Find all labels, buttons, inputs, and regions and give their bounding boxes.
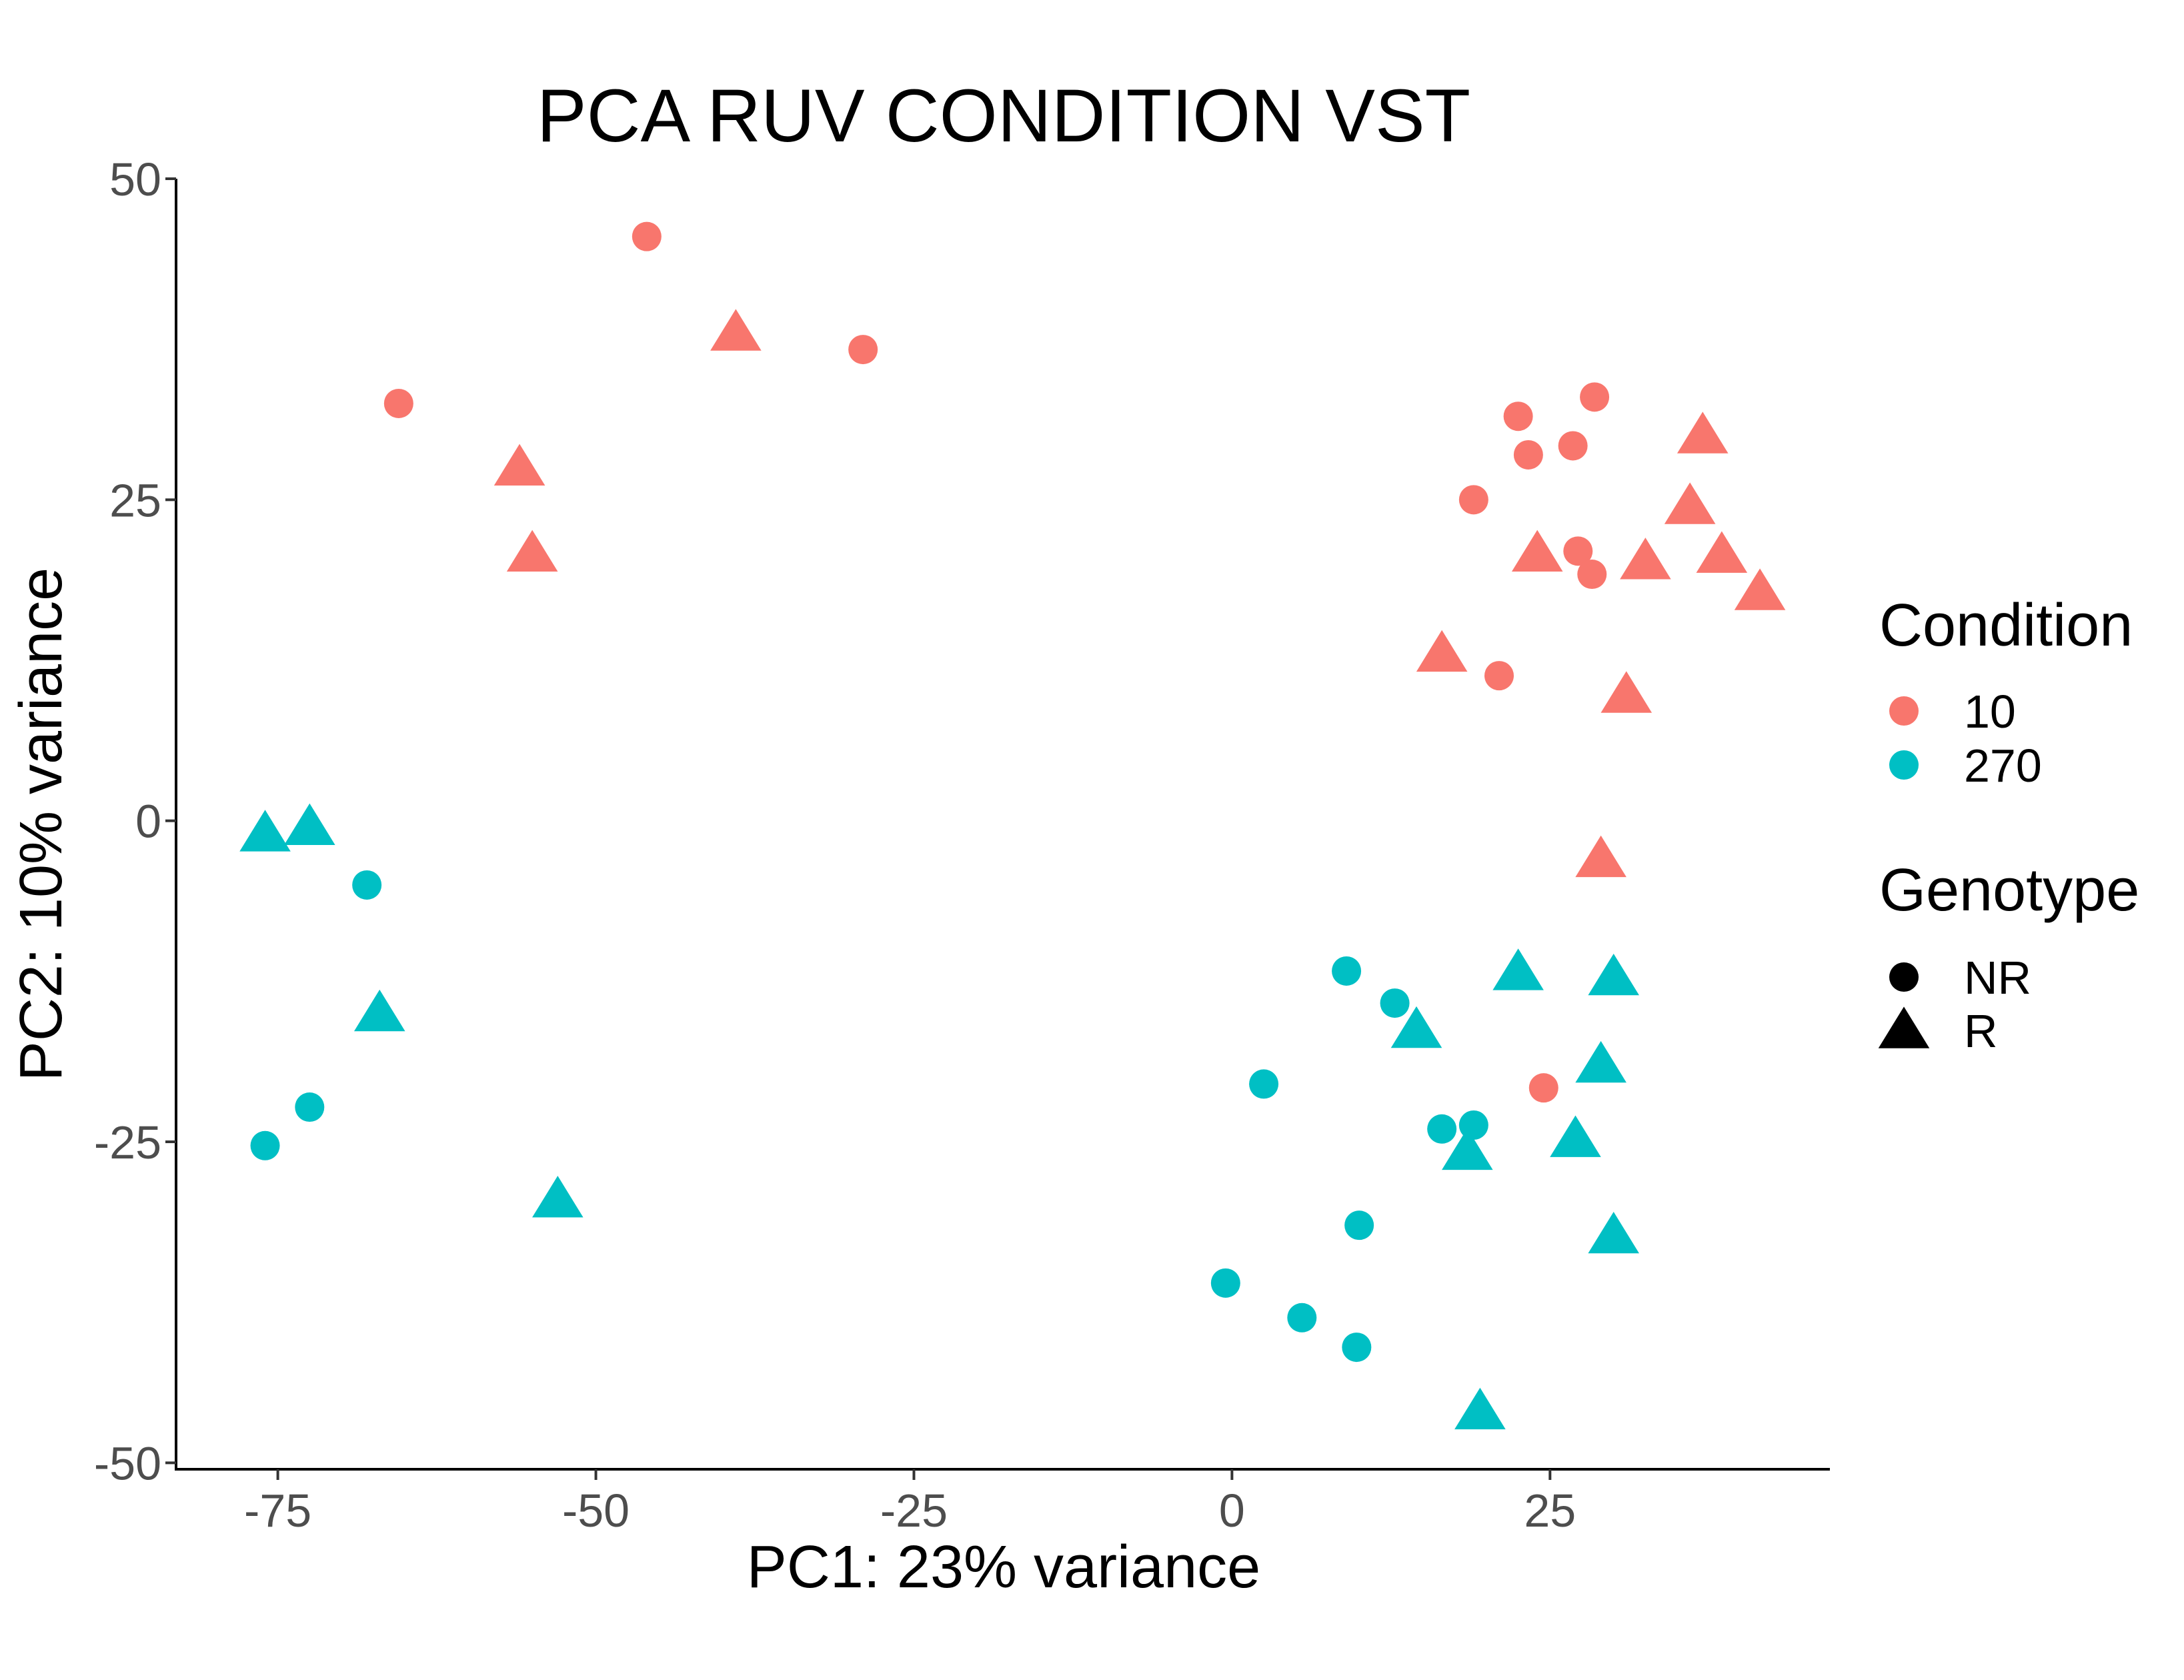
data-point-circle <box>1287 1303 1317 1333</box>
data-point-circle <box>1577 560 1607 590</box>
data-point-triangle <box>1600 671 1653 713</box>
data-point-circle <box>383 388 413 418</box>
data-point-circle <box>1380 988 1410 1018</box>
legend-label: 270 <box>1964 740 2042 792</box>
x-axis-ticks: -75 -50 -25 0 25 <box>244 1469 1576 1537</box>
data-point-circle <box>848 335 878 365</box>
legend-title: Condition <box>1879 592 2133 659</box>
data-point-circle <box>1427 1114 1457 1144</box>
legend-key-circle <box>1889 696 1919 726</box>
data-point-circle <box>1458 485 1488 515</box>
data-point-triangle <box>1575 1040 1626 1083</box>
legend-label: NR <box>1964 952 2031 1004</box>
data-point-circle <box>1484 661 1514 691</box>
y-tick-label: 25 <box>109 474 161 526</box>
data-point-triangle <box>1664 482 1716 524</box>
data-point-circle <box>1503 401 1533 432</box>
chart-title: PCA RUV CONDITION VST <box>537 74 1470 157</box>
y-tick-label: 0 <box>135 796 161 848</box>
x-tick-label: -25 <box>880 1485 948 1537</box>
data-points <box>239 221 1786 1430</box>
data-point-circle <box>632 221 662 251</box>
data-point-triangle <box>1390 1006 1442 1048</box>
legend-label: R <box>1964 1005 1998 1057</box>
y-tick-label: -50 <box>94 1437 161 1489</box>
data-point-circle <box>1210 1268 1240 1298</box>
data-point-triangle <box>1588 1211 1639 1254</box>
data-point-triangle <box>1511 530 1563 572</box>
data-point-triangle <box>1416 630 1468 672</box>
y-axis-ticks: -50 -25 0 25 50 <box>94 153 176 1489</box>
data-point-circle <box>1249 1069 1279 1099</box>
x-tick-label: 0 <box>1219 1485 1245 1537</box>
y-tick-label: 50 <box>109 153 161 205</box>
data-point-circle <box>1513 440 1543 470</box>
data-point-triangle <box>1696 531 1748 573</box>
data-point-triangle <box>532 1176 584 1218</box>
legend-key-circle <box>1889 750 1919 780</box>
y-tick-label: -25 <box>94 1116 161 1168</box>
x-tick-label: -50 <box>562 1485 630 1537</box>
legend-key-triangle <box>1878 1006 1930 1048</box>
data-point-circle <box>1332 956 1362 986</box>
data-point-circle <box>1528 1073 1558 1103</box>
data-point-circle <box>1580 382 1610 412</box>
data-point-triangle <box>1575 835 1626 878</box>
data-point-triangle <box>1492 948 1544 990</box>
data-point-triangle <box>1588 953 1639 996</box>
y-axis-title: PC2: 10% variance <box>8 568 75 1081</box>
legend-label: 10 <box>1964 686 2016 738</box>
data-point-triangle <box>353 989 405 1032</box>
legend-key-circle <box>1889 962 1919 992</box>
data-point-triangle <box>1454 1387 1506 1430</box>
data-point-circle <box>1342 1333 1372 1363</box>
x-tick-label: -75 <box>244 1485 311 1537</box>
data-point-circle <box>1558 431 1588 461</box>
data-point-triangle <box>1734 568 1786 610</box>
data-point-triangle <box>493 444 545 486</box>
data-point-triangle <box>284 803 335 846</box>
data-point-circle <box>250 1130 280 1160</box>
data-point-circle <box>352 870 382 900</box>
data-point-circle <box>1563 536 1593 566</box>
data-point-triangle <box>506 530 558 572</box>
data-point-circle <box>295 1092 325 1122</box>
legend-title: Genotype <box>1879 857 2139 924</box>
x-axis-title: PC1: 23% variance <box>747 1534 1260 1601</box>
data-point-triangle <box>710 309 762 351</box>
data-point-triangle <box>1550 1115 1601 1157</box>
data-point-circle <box>1344 1210 1374 1240</box>
data-point-triangle <box>1442 1128 1493 1170</box>
data-point-triangle <box>1677 411 1729 454</box>
x-tick-label: 25 <box>1524 1485 1576 1537</box>
data-point-triangle <box>239 810 291 852</box>
data-point-triangle <box>1620 538 1671 580</box>
